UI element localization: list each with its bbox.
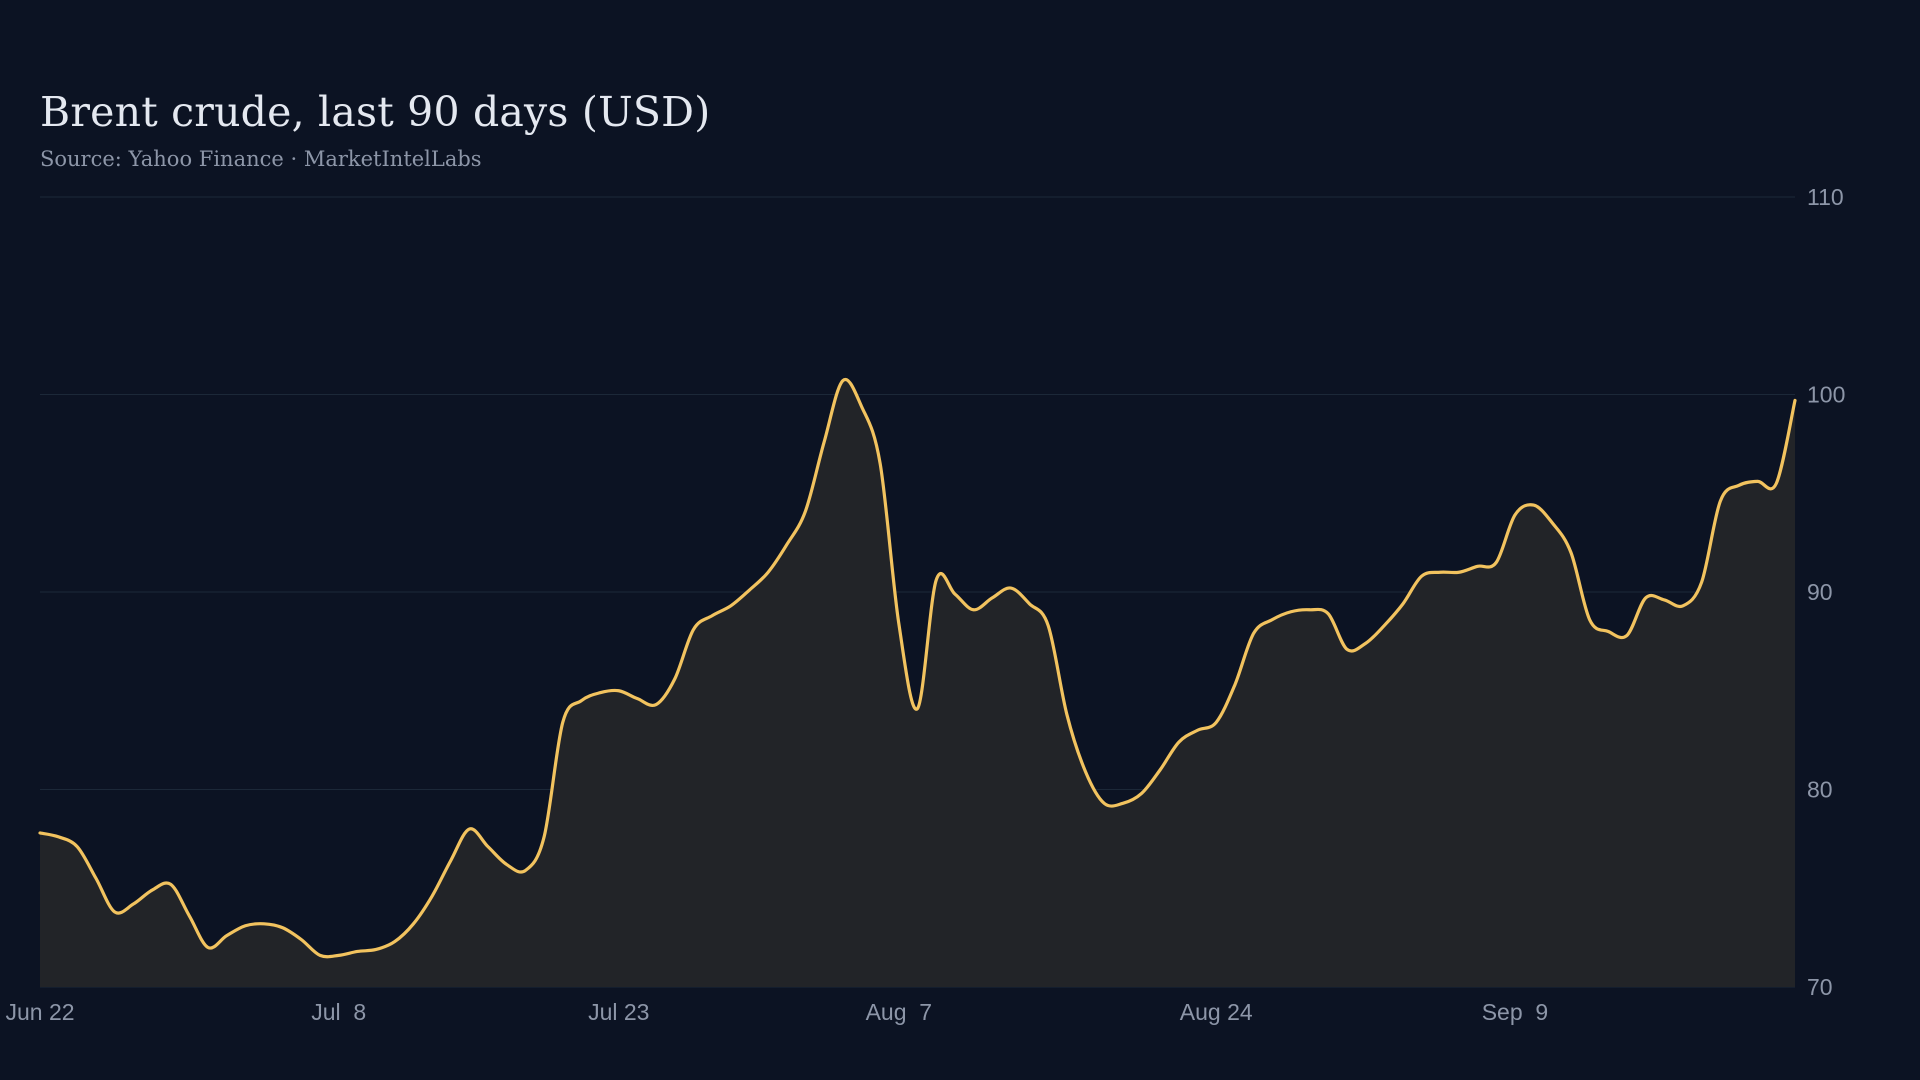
chart-subtitle: Source: Yahoo Finance · MarketIntelLabs	[40, 147, 482, 171]
series-line	[38, 377, 1797, 959]
y-tick-label: 100	[1807, 382, 1845, 408]
x-tick-label: Jun 22	[5, 999, 74, 1025]
x-tick-label: Aug 24	[1180, 999, 1253, 1025]
y-tick-label: 70	[1807, 974, 1833, 1000]
x-tick-label: Sep 9	[1482, 999, 1549, 1025]
chart-title: Brent crude, last 90 days (USD)	[40, 88, 711, 136]
y-tick-label: 90	[1807, 579, 1833, 605]
series-area	[40, 379, 1795, 987]
x-tick-label: Jul 8	[311, 999, 366, 1025]
y-tick-label: 110	[1807, 184, 1844, 210]
x-tick-label: Aug 7	[866, 999, 933, 1025]
x-tick-label: Jul 23	[588, 999, 649, 1025]
y-tick-label: 80	[1807, 777, 1833, 803]
